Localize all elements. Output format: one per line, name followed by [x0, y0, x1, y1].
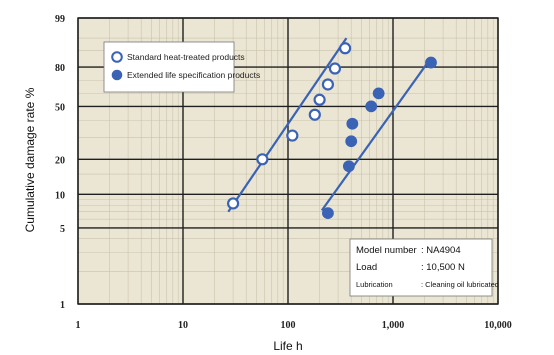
x-tick-labels: 1 10 100 1,000 10,000 — [76, 320, 512, 331]
y-tick-label: 1 — [60, 300, 65, 311]
y-tick-label: 10 — [55, 190, 65, 201]
data-points — [226, 42, 437, 220]
x-tick-label: 100 — [281, 320, 296, 331]
point-extended — [322, 207, 334, 220]
point-standard — [226, 197, 240, 210]
y-tick-labels: 1 5 10 20 50 80 99 — [55, 14, 65, 311]
point-standard — [339, 42, 352, 55]
legend-box — [103, 41, 235, 93]
x-tick-label: 1,000 — [382, 320, 405, 331]
info-model-label: Model number — [356, 245, 417, 256]
x-tick-label: 10 — [178, 320, 188, 331]
plot-frame — [77, 17, 499, 305]
info-box-frame — [349, 238, 493, 297]
point-standard — [328, 62, 342, 75]
legend-marker-standard — [111, 51, 123, 63]
y-axis-title: Cumulative damage rate % — [23, 87, 37, 232]
point-extended — [345, 135, 358, 148]
x-tick-label: 1 — [76, 320, 81, 331]
info-box: Model number : NA4904 Load : 10,500 N Lu… — [349, 238, 499, 297]
legend: Standard heat-treated products Extended … — [103, 41, 260, 93]
y-tick-label: 99 — [55, 14, 65, 25]
y-tick-label: 20 — [55, 155, 65, 166]
legend-marker-extended — [111, 69, 123, 81]
info-lubrication-label: Lubrication — [356, 280, 393, 289]
fit-line-extended — [320, 58, 431, 211]
point-standard — [286, 129, 299, 142]
fit-lines — [227, 37, 431, 213]
point-standard — [308, 108, 321, 121]
point-extended — [365, 100, 378, 113]
info-load-value: : 10,500 N — [421, 262, 465, 273]
x-tick-label: 10,000 — [484, 320, 512, 331]
y-tick-label: 50 — [55, 102, 65, 113]
point-standard — [256, 153, 269, 166]
y-tick-label: 80 — [55, 63, 65, 74]
legend-label-standard: Standard heat-treated products — [127, 52, 245, 62]
fit-line-standard — [227, 37, 348, 213]
legend-label-extended: Extended life specification products — [127, 70, 260, 80]
info-model-value: : NA4904 — [421, 245, 461, 256]
point-extended — [372, 87, 385, 100]
point-extended — [346, 117, 359, 130]
info-lubrication-value: : Cleaning oil lubricated — [421, 280, 499, 289]
info-load-label: Load — [356, 262, 377, 273]
point-standard — [321, 78, 335, 91]
point-standard — [313, 93, 326, 106]
y-tick-label: 5 — [60, 224, 65, 235]
point-extended — [425, 56, 437, 69]
point-extended — [342, 160, 355, 173]
x-axis-title: Life h — [273, 339, 302, 353]
